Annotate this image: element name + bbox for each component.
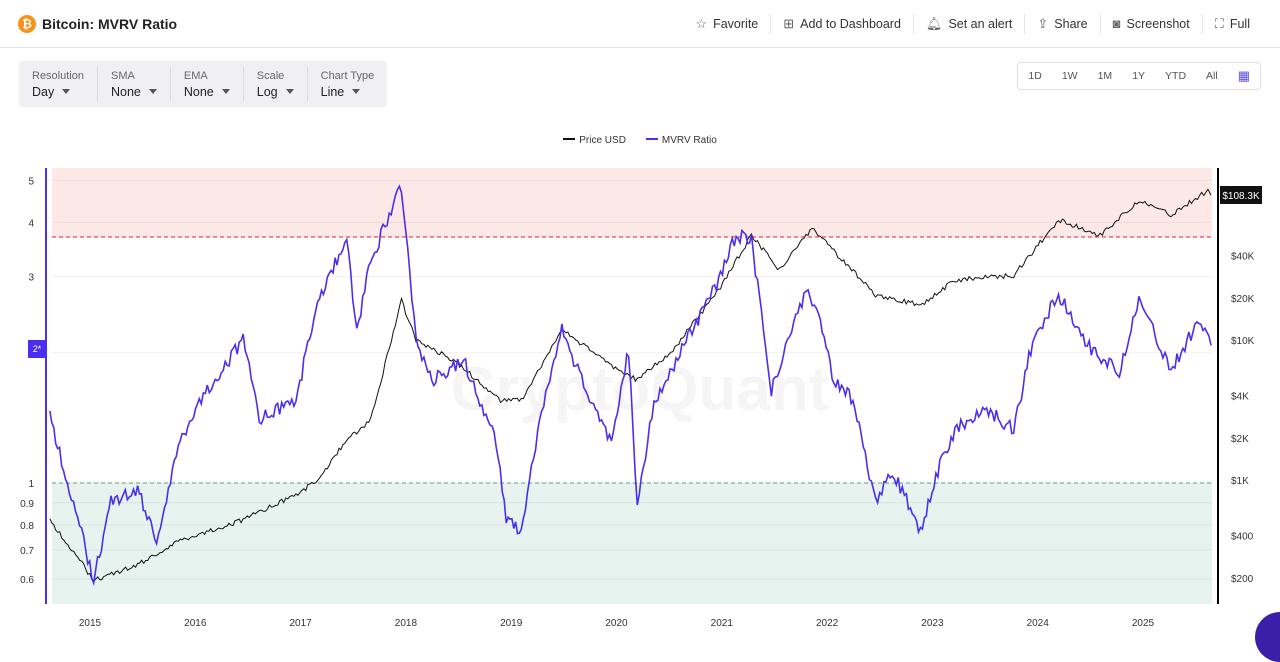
filter-label: Resolution [32, 69, 84, 82]
calendar-icon[interactable]: ▦ [1237, 68, 1250, 83]
right-tick-label: $10K [1231, 336, 1255, 347]
filter-resolution[interactable]: Resolution Day [19, 67, 97, 101]
filter-ema[interactable]: EMA None [169, 67, 243, 101]
right-tick-label: $400 [1231, 532, 1254, 543]
filter-value: Day [32, 85, 84, 99]
left-tick-label: 0.7 [20, 546, 34, 557]
action-label: Favorite [713, 16, 759, 31]
dashboard-add-icon: ⊞ [783, 15, 795, 31]
mvrv-chart[interactable]: CryptoQuant 5 4 3 1 0.9 0.8 0.7 0.6 2* $40K $20K $10… [0, 0, 1280, 641]
header-actions: ☆ Favorite ⊞ Add to Dashboard 🔔︎ Set an alert… [683, 13, 1262, 34]
legend-price[interactable]: Price USD [563, 135, 626, 146]
x-tick-label: 2020 [605, 618, 628, 629]
chart-legend: Price USD MVRV Ratio [0, 135, 1280, 146]
time-range-selector: 1D 1W 1M 1Y YTD All ▦ [1017, 62, 1261, 90]
action-label: Full [1229, 16, 1250, 31]
filter-value: Line [321, 85, 375, 99]
camera-icon: ◙ [1112, 16, 1121, 31]
left-tick-label: 4 [28, 218, 34, 229]
x-tick-label: 2021 [711, 618, 734, 629]
x-tick-label: 2019 [500, 618, 523, 629]
left-tick-label: 0.9 [20, 499, 34, 510]
filter-value: None [184, 85, 230, 99]
right-tick-label: $20K [1231, 294, 1255, 305]
x-tick-label: 2015 [79, 618, 102, 629]
screenshot-button[interactable]: ◙ Screenshot [1099, 13, 1202, 34]
x-tick-label: 2022 [816, 618, 839, 629]
star-icon: ☆ [695, 15, 708, 31]
filter-chart-type[interactable]: Chart Type Line [306, 67, 388, 101]
full-button[interactable]: ⛶ Full [1201, 13, 1262, 34]
x-tick-label: 2023 [921, 618, 944, 629]
header: ₿ Bitcoin: MVRV Ratio ☆ Favorite ⊞ Add to D… [0, 0, 1280, 48]
favorite-button[interactable]: ☆ Favorite [683, 14, 770, 34]
right-tick-label: $1K [1231, 476, 1249, 487]
legend-mvrv-label: MVRV Ratio [661, 135, 717, 146]
filter-scale[interactable]: Scale Log [242, 67, 307, 101]
range-ytd[interactable]: YTD [1165, 70, 1187, 82]
x-tick-label: 2017 [289, 618, 312, 629]
range-1y[interactable]: 1Y [1132, 70, 1146, 82]
x-tick-label: 2024 [1027, 618, 1050, 629]
right-tick-label: $200 [1231, 574, 1254, 585]
x-tick-label: 2025 [1132, 618, 1155, 629]
share-icon: ⇪ [1037, 15, 1049, 31]
left-axis-marker-label: 2* [33, 344, 42, 354]
left-tick-label: 0.8 [20, 521, 34, 532]
add-to-dashboard-button[interactable]: ⊞ Add to Dashboard [770, 13, 913, 34]
mvrv-ratio-line [49, 184, 1212, 587]
action-label: Screenshot [1126, 16, 1190, 31]
left-tick-label: 0.6 [20, 575, 34, 586]
filter-label: EMA [183, 69, 208, 82]
range-1m[interactable]: 1M [1097, 70, 1113, 82]
current-price-badge [1220, 186, 1262, 204]
bell-icon: 🔔︎ [925, 15, 943, 31]
x-tick-label: 2018 [395, 618, 418, 629]
page-title: Bitcoin: MVRV Ratio [42, 15, 178, 32]
filter-label: Scale [256, 69, 285, 82]
undervalued-zone [52, 483, 1212, 604]
filter-label: Chart Type [320, 69, 375, 82]
set-an-alert-button[interactable]: 🔔︎ Set an alert [912, 13, 1024, 34]
filter-label: SMA [110, 69, 135, 82]
share-button[interactable]: ⇪ Share [1024, 13, 1099, 34]
chart-filters: Resolution Day SMA None EMA None Scale Log Chart… [19, 61, 388, 107]
filter-value: None [111, 85, 157, 99]
left-tick-label: 3 [28, 272, 34, 283]
current-price-label: $108.3K [1222, 191, 1260, 202]
left-axis-marker [28, 340, 46, 358]
right-tick-label: $2K [1231, 434, 1249, 445]
action-label: Set an alert [948, 16, 1013, 31]
range-all[interactable]: All [1206, 70, 1218, 82]
range-1d[interactable]: 1D [1028, 70, 1042, 82]
x-tick-label: 2016 [184, 618, 207, 629]
filter-sma[interactable]: SMA None [96, 67, 170, 101]
filter-value: Log [257, 85, 294, 99]
range-1w[interactable]: 1W [1061, 70, 1078, 82]
right-tick-label: $4K [1231, 392, 1249, 403]
action-label: Share [1054, 16, 1088, 31]
left-tick-label: 5 [28, 176, 34, 187]
overvalued-zone [52, 168, 1212, 238]
left-tick-label: 1 [28, 479, 34, 490]
action-label: Add to Dashboard [800, 16, 901, 31]
bitcoin-icon: ₿ [18, 14, 36, 33]
watermark: CryptoQuant [451, 355, 830, 424]
legend-price-label: Price USD [579, 135, 626, 146]
right-tick-label: $40K [1231, 252, 1255, 263]
fullscreen-icon: ⛶ [1214, 15, 1224, 31]
legend-mvrv[interactable]: MVRV Ratio [645, 135, 717, 146]
